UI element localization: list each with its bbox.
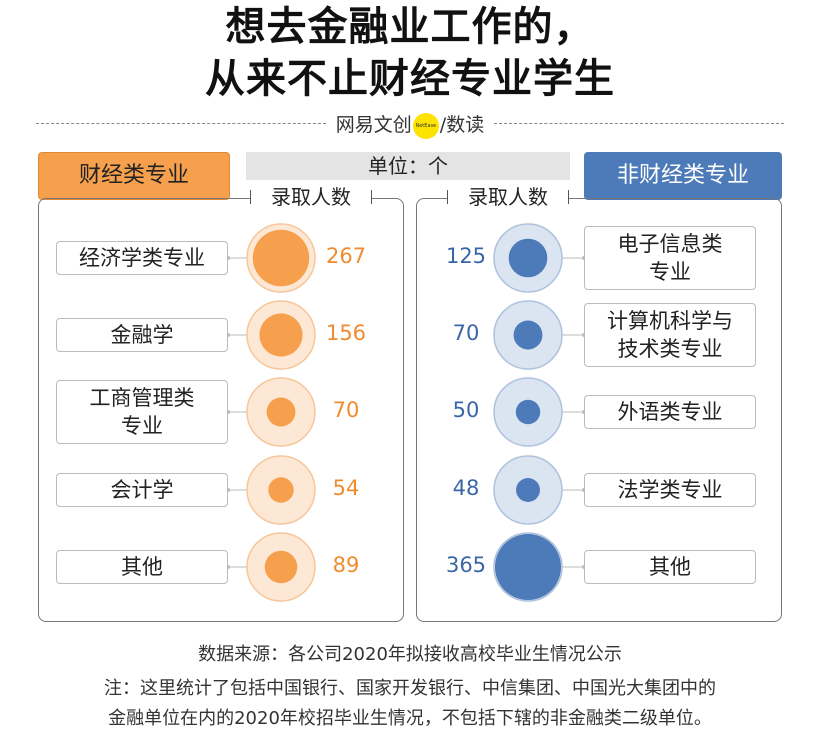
finance-panel: [38, 198, 404, 622]
category-label: 经济学类专业: [56, 241, 228, 275]
data-label: 50: [452, 398, 480, 422]
bracket-left: [250, 190, 251, 204]
bubble: [516, 478, 540, 502]
data-label: 267: [325, 244, 367, 268]
source-note: 数据来源：各公司2020年拟接收高校毕业生情况公示: [198, 644, 622, 665]
title-line-1: 想去金融业工作的，: [225, 4, 595, 50]
category-label: 工商管理类 专业: [56, 380, 228, 444]
category-label: 金融学: [56, 318, 228, 352]
column-header-left: 录取人数: [250, 184, 372, 210]
bracket-right: [568, 190, 569, 204]
category-label: 电子信息类 专业: [584, 226, 756, 290]
data-label: 365: [445, 553, 487, 577]
column-header-right-text: 录取人数: [468, 185, 548, 209]
unit-label: 单位：个: [246, 152, 570, 180]
category-label: 外语类专业: [584, 395, 756, 429]
brand-text-left: 网易文创: [335, 114, 412, 136]
data-label: 70: [452, 321, 480, 345]
data-label: 125: [445, 244, 487, 268]
footnote-line-2: 金融单位在内的2020年校招毕业生情况，不包括下辖的非金融类二级单位。: [108, 708, 712, 729]
footnote-line-1: 注：这里统计了包括中国银行、国家开发银行、中信集团、中国光大集团中的: [104, 678, 716, 699]
bracket-left: [447, 190, 448, 204]
divider-right: [494, 123, 784, 124]
bubble: [495, 534, 561, 600]
brand-logo: 网易文创 NetEase/数读: [326, 110, 494, 139]
brand-text-right: /数读: [439, 114, 485, 136]
bracket-right: [371, 190, 372, 204]
non-finance-panel: [416, 198, 782, 622]
title-line-2: 从来不止财经专业学生: [205, 56, 615, 102]
category-label: 其他: [56, 550, 228, 584]
data-label: 54: [332, 476, 360, 500]
data-label: 156: [325, 321, 367, 345]
column-header-right: 录取人数: [447, 184, 569, 210]
category-label: 计算机科学与 技术类专业: [584, 303, 756, 367]
column-header-left-text: 录取人数: [271, 185, 351, 209]
bubble: [268, 477, 294, 503]
data-label: 89: [332, 553, 360, 577]
bubble: [266, 397, 296, 427]
data-label: 70: [332, 398, 360, 422]
bubble: [515, 399, 541, 425]
brand-badge: NetEase: [412, 112, 439, 139]
divider-left: [36, 123, 326, 124]
bubble: [252, 229, 310, 287]
non-finance-header: 非财经类专业: [584, 152, 782, 200]
category-label: 会计学: [56, 473, 228, 507]
category-label: 其他: [584, 550, 756, 584]
brand-row: 网易文创 NetEase/数读: [36, 106, 784, 140]
bubble: [259, 313, 303, 357]
bubble: [508, 238, 548, 278]
data-label: 48: [452, 476, 480, 500]
finance-header: 财经类专业: [38, 152, 230, 200]
bubble: [513, 320, 543, 350]
category-label: 法学类专业: [584, 473, 756, 507]
bubble: [264, 550, 298, 584]
